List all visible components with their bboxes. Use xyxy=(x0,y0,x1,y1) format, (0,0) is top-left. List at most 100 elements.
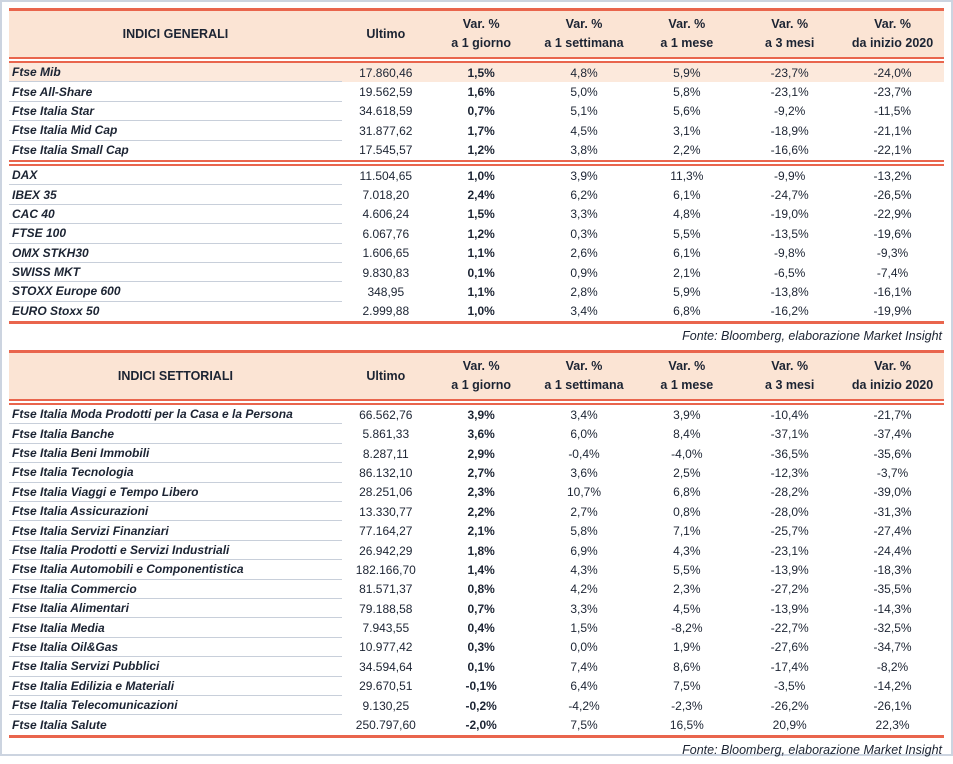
var-value: 7,1% xyxy=(673,524,701,539)
var-value: -19,0% xyxy=(770,207,809,222)
table-row: Ftse Italia Moda Prodotti per la Casa e … xyxy=(9,405,944,425)
ultimo-value: 8.287,11 xyxy=(362,446,409,461)
var-value: -4,0% xyxy=(671,446,703,461)
table-row: STOXX Europe 600 348,95 1,1% 2,8% 5,9% -13,8%… xyxy=(9,282,944,302)
ultimo-value: 26.942,29 xyxy=(359,543,413,558)
ultimo-value: 11.504,65 xyxy=(359,168,413,183)
source-note: Fonte: Bloomberg, elaborazione Market In… xyxy=(682,742,942,757)
ultimo-value: 79.188,58 xyxy=(359,601,413,616)
index-name: Ftse Italia Oil&Gas xyxy=(9,638,342,658)
var-value: 11,3% xyxy=(670,168,704,183)
ultimo-value: 2.999,88 xyxy=(362,304,410,319)
var-value: -37,4% xyxy=(873,427,912,442)
var-value: -28,2% xyxy=(770,485,809,500)
table-row: Ftse Italia Edilizia e Materiali 29.670,5… xyxy=(9,677,944,696)
var-value: -16,1% xyxy=(873,284,912,299)
table-body: Ftse Italia Moda Prodotti per la Casa e … xyxy=(9,405,944,735)
var-value: 2,4% xyxy=(467,188,495,203)
var-value: 10,7% xyxy=(566,485,602,500)
var-value: 0,7% xyxy=(467,601,495,616)
var-value: -2,0% xyxy=(465,718,497,733)
var-value: 1,5% xyxy=(467,65,495,80)
var-value: -24,4% xyxy=(873,543,912,558)
var-value: 0,4% xyxy=(467,621,495,636)
index-name: EURO Stoxx 50 xyxy=(12,304,100,319)
var-value: -14,3% xyxy=(873,601,912,616)
section-separator xyxy=(9,159,944,166)
index-name: Ftse Italia Servizi Pubblici xyxy=(9,657,342,677)
var-value: 7,5% xyxy=(570,718,598,733)
indici-settoriali-table: INDICI SETTORIALI Ultimo Var. % a 1 giorn… xyxy=(9,350,944,764)
table-top-rule xyxy=(9,350,944,354)
table-row: Ftse Italia Servizi Finanziari 77.164,27 2… xyxy=(9,521,944,541)
ultimo-value: 31.877,62 xyxy=(359,123,413,138)
table-title: INDICI SETTORIALI xyxy=(117,368,233,383)
var-value: 1,9% xyxy=(673,640,701,655)
var-value: 2,7% xyxy=(570,504,598,519)
var-value: 3,9% xyxy=(673,407,701,422)
var-value: 3,4% xyxy=(570,407,598,422)
var-value: -12,3% xyxy=(770,465,809,480)
var-value: 3,1% xyxy=(673,123,701,138)
ultimo-value: 9.130,25 xyxy=(362,698,410,713)
var-value: -23,1% xyxy=(770,85,809,100)
var-value: -9,9% xyxy=(774,168,806,183)
table-row: Ftse All-Share 19.562,59 1,6% 5,0% 5,8% -23,1… xyxy=(9,82,944,102)
table-row: Ftse Italia Small Cap 17.545,57 1,2% 3,8% 2,… xyxy=(9,141,944,160)
var-value: -8,2% xyxy=(876,659,909,674)
var-value: -34,7% xyxy=(873,640,912,655)
var-value: 1,5% xyxy=(467,207,495,222)
table-row: Ftse Italia Commercio 81.571,37 0,8% 4,2% 2,… xyxy=(9,580,944,599)
ultimo-value: 17.860,46 xyxy=(359,65,413,80)
index-name: Ftse Italia Tecnologia xyxy=(9,463,342,483)
table-header-row: INDICI SETTORIALI Ultimo Var. % a 1 giorn… xyxy=(9,353,944,400)
var-value: 1,4% xyxy=(467,562,495,577)
var-value: -26,1% xyxy=(873,698,912,713)
col-header-var-inizio-2020: Var. % da inizio 2020 xyxy=(851,359,934,393)
var-value: 16,5% xyxy=(669,718,704,733)
var-value: -13,8% xyxy=(770,284,809,299)
index-name: Ftse Italia Salute xyxy=(12,718,107,733)
var-value: -3,7% xyxy=(876,465,909,480)
ultimo-value: 17.545,57 xyxy=(359,143,413,158)
var-value: 6,1% xyxy=(673,246,701,261)
var-value: -22,9% xyxy=(873,207,912,222)
ultimo-value: 6.067,76 xyxy=(362,226,410,241)
var-value: 8,4% xyxy=(673,427,701,442)
var-value: -23,7% xyxy=(770,65,809,80)
var-value: 0,8% xyxy=(467,582,495,597)
var-value: -22,1% xyxy=(873,143,912,158)
table-row: Ftse Italia Salute 250.797,60 -2,0% 7,5% 16,… xyxy=(9,715,944,734)
var-value: -28,0% xyxy=(770,504,809,519)
var-value: -37,1% xyxy=(770,427,809,442)
var-value: 5,9% xyxy=(673,65,701,80)
ultimo-value: 1.606,65 xyxy=(362,246,410,261)
var-value: -13,2% xyxy=(873,168,912,183)
var-value: 0,1% xyxy=(467,659,495,674)
var-value: 2,7% xyxy=(467,465,495,480)
var-value: 4,8% xyxy=(570,65,598,80)
var-value: 5,5% xyxy=(673,562,701,577)
var-value: -7,4% xyxy=(876,265,909,280)
var-value: 22,3% xyxy=(875,718,910,733)
var-value: -4,2% xyxy=(568,698,600,713)
table-row: IBEX 35 7.018,20 2,4% 6,2% 6,1% -24,7% -26,5% xyxy=(9,185,944,205)
var-value: 4,3% xyxy=(673,543,701,558)
index-name: Ftse Italia Media xyxy=(9,618,342,638)
index-name: Ftse Italia Commercio xyxy=(9,580,342,599)
col-header-var-1-giorno: Var. % a 1 giorno xyxy=(451,17,512,50)
table-body: Ftse Mib 17.860,46 1,5% 4,8% 5,9% -23,7% -24,0… xyxy=(9,63,944,321)
col-header-var-3-mesi: Var. % a 3 mesi xyxy=(765,359,815,393)
ultimo-value: 81.571,37 xyxy=(359,582,413,597)
var-value: 0,9% xyxy=(570,265,598,280)
var-value: 6,9% xyxy=(570,543,598,558)
var-value: -9,2% xyxy=(774,104,806,119)
col-header-var-1-mese: Var. % a 1 mese xyxy=(660,359,714,393)
var-value: 2,9% xyxy=(467,446,495,461)
ultimo-value: 250.797,60 xyxy=(355,718,416,733)
var-value: -18,9% xyxy=(770,123,809,138)
index-name: Ftse Italia Beni Immobili xyxy=(9,444,342,464)
col-header-var-1-mese: Var. % a 1 mese xyxy=(660,17,714,50)
var-value: 3,9% xyxy=(467,407,495,422)
ultimo-value: 7.018,20 xyxy=(362,188,410,203)
